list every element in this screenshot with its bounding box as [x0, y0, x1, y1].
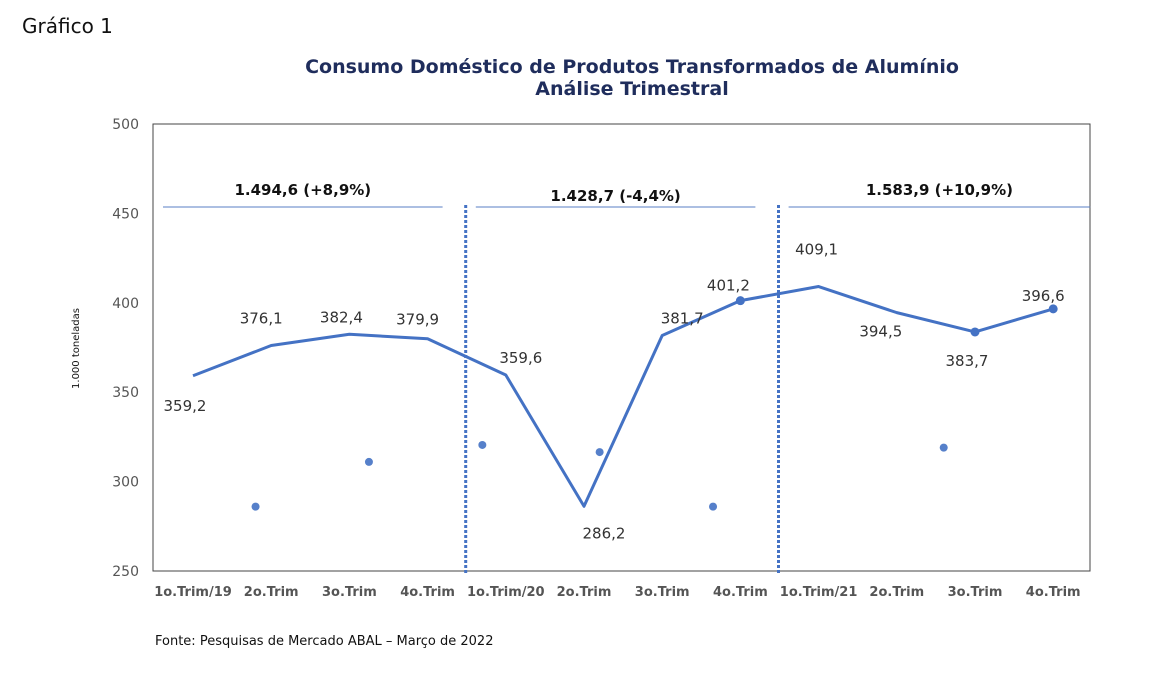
x-tick-label: 2o.Trim: [869, 585, 924, 600]
data-label: 381,7: [661, 310, 704, 328]
chart-subtitle: Análise Trimestral: [535, 78, 729, 100]
x-tick-label: 4o.Trim: [400, 585, 455, 600]
x-tick-label: 1o.Trim/19: [154, 585, 232, 600]
y-tick-label: 400: [112, 296, 139, 312]
stray-marker: [251, 502, 260, 511]
data-label: 409,1: [795, 241, 838, 259]
data-label: 376,1: [240, 310, 283, 328]
x-tick-label: 4o.Trim: [1026, 585, 1081, 600]
x-tick-label: 2o.Trim: [244, 585, 299, 600]
series-line: [192, 285, 1054, 508]
x-tick-label: 4o.Trim: [713, 585, 768, 600]
plot-area: [152, 123, 1091, 572]
data-point: [1048, 304, 1058, 314]
x-tick-label: 1o.Trim/20: [467, 585, 545, 600]
y-tick-label: 500: [112, 117, 139, 133]
y-tick-label: 350: [112, 385, 139, 401]
data-label: 394,5: [859, 323, 902, 341]
stray-marker: [364, 457, 373, 466]
data-label: 401,2: [707, 277, 750, 295]
data-point: [970, 327, 980, 337]
y-tick-label: 450: [112, 206, 139, 222]
stray-marker: [478, 440, 487, 449]
annual-total-label: 1.494,6 (+8,9%): [234, 181, 371, 199]
source-note: Fonte: Pesquisas de Mercado ABAL – Março…: [155, 634, 494, 649]
data-point: [735, 296, 745, 306]
x-tick-label: 2o.Trim: [557, 585, 612, 600]
figure-label: Gráfico 1: [22, 14, 113, 38]
data-label: 379,9: [396, 311, 439, 329]
x-tick-label: 3o.Trim: [635, 585, 690, 600]
data-label: 359,2: [164, 397, 207, 415]
x-tick-label: 3o.Trim: [322, 585, 377, 600]
annual-total-label: 1.583,9 (+10,9%): [866, 181, 1013, 199]
y-tick-label: 250: [112, 564, 139, 580]
stray-marker: [709, 502, 718, 511]
chart-title-main: Consumo Doméstico de Produtos Transforma…: [305, 56, 959, 78]
stray-marker: [595, 448, 604, 457]
data-label: 383,7: [946, 352, 989, 370]
data-label: 396,6: [1022, 287, 1065, 305]
x-tick-label: 1o.Trim/21: [780, 585, 858, 600]
y-tick-label: 300: [112, 475, 139, 491]
annual-total-label: 1.428,7 (-4,4%): [550, 187, 680, 205]
data-label: 286,2: [583, 524, 626, 542]
y-axis-label: 1.000 toneladas: [71, 308, 82, 389]
stray-marker: [939, 443, 948, 452]
chart-title: Consumo Doméstico de Produtos Transforma…: [0, 56, 1155, 100]
data-label: 359,6: [499, 349, 542, 367]
x-tick-label: 3o.Trim: [948, 585, 1003, 600]
data-label: 382,4: [320, 308, 363, 326]
